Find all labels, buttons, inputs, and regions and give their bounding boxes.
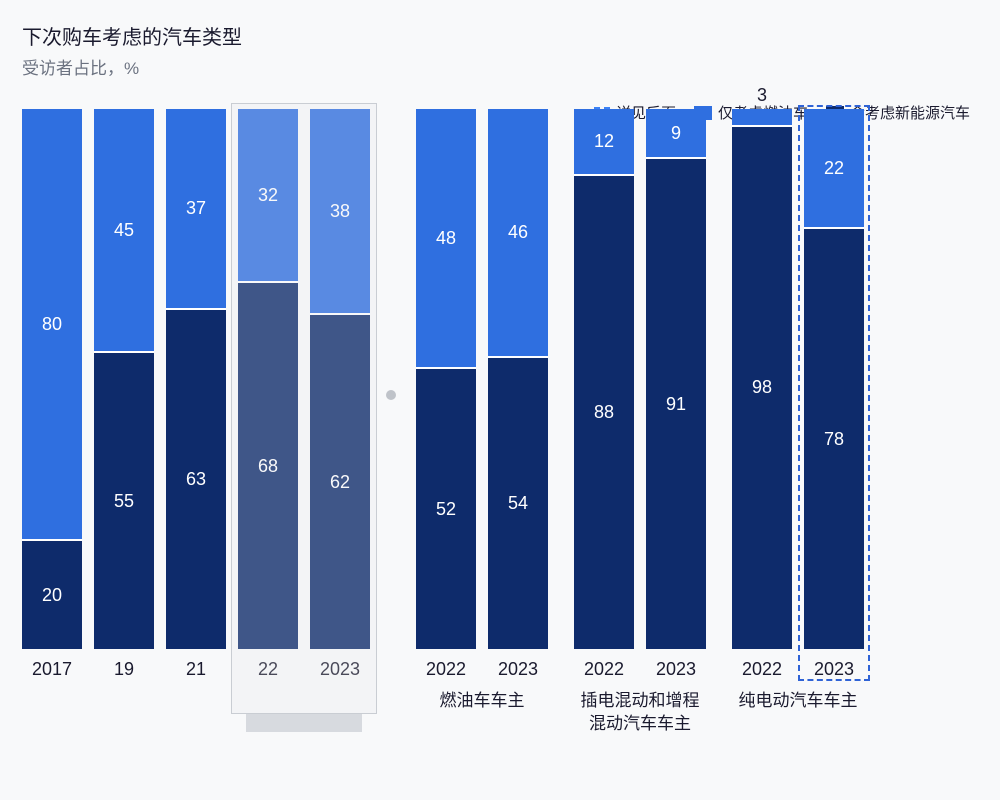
x-axis-label: 2022 (426, 659, 466, 680)
chart-subtitle: 受访者占比，% (22, 54, 242, 79)
stacked-bar: 4852 (416, 109, 476, 649)
chart-title: 下次购车考虑的汽车类型 (22, 24, 242, 52)
stacked-bar: 4654 (488, 109, 548, 649)
x-axis-label: 19 (114, 659, 134, 680)
bar-group: 128820229912023插电混动和增程混动汽车车主 (574, 140, 706, 762)
bar-column: 991 2023 (646, 109, 706, 680)
bars-row: 8020201745551937632132682238622023 (22, 140, 370, 680)
bars-row: 4852202246542023 (416, 140, 548, 680)
x-axis-label: 2023 (320, 659, 360, 680)
bar-column: 4654 2023 (488, 109, 548, 680)
bar-column: 2278 2023 (804, 109, 864, 680)
bar-segment-light: 48 (416, 109, 476, 367)
bar-segment-dark: 68 (238, 283, 298, 649)
bar-segment-light: 9 (646, 109, 706, 157)
bar-value-label: 3 (732, 85, 792, 106)
x-axis-label: 2023 (814, 659, 854, 680)
bar-segment-dark: 91 (646, 159, 706, 649)
bars-row: 398202222782023 (732, 140, 864, 680)
x-axis-label: 22 (258, 659, 278, 680)
highlight-tail (246, 714, 362, 732)
stacked-bar: 4555 (94, 109, 154, 649)
stacked-bar: 3862 (310, 109, 370, 649)
legend-label: 会考虑新能源汽车 (850, 102, 970, 123)
stacked-bar: 991 (646, 109, 706, 649)
bars-row: 128820229912023 (574, 140, 706, 680)
bar-column: 4555 19 (94, 109, 154, 680)
bar-group: 8020201745551937632132682238622023 (22, 140, 370, 762)
bar-segment-light: 3 (732, 109, 792, 125)
bar-column: 8020 2017 (22, 109, 82, 680)
bar-segment-dark: 52 (416, 369, 476, 649)
stacked-bar: 8020 (22, 109, 82, 649)
x-axis-label: 2022 (584, 659, 624, 680)
stacked-bar: 398 (732, 109, 792, 649)
bar-segment-dark: 98 (732, 127, 792, 649)
bar-segment-dark: 78 (804, 229, 864, 649)
bar-segment-dark: 63 (166, 310, 226, 649)
bar-segment-light: 80 (22, 109, 82, 539)
bar-column: 3268 22 (238, 109, 298, 680)
bar-segment-light: 38 (310, 109, 370, 313)
group-label: 燃油车车主 (440, 690, 525, 713)
stacked-bar: 2278 (804, 109, 864, 649)
stacked-bar: 3268 (238, 109, 298, 649)
bar-segment-light: 12 (574, 109, 634, 174)
stacked-bar: 3763 (166, 109, 226, 649)
bar-segment-light: 45 (94, 109, 154, 351)
x-axis-label: 21 (186, 659, 206, 680)
bar-segment-dark: 55 (94, 353, 154, 649)
bar-segment-light: 22 (804, 109, 864, 227)
bar-segment-dark: 88 (574, 176, 634, 649)
chart-header: 下次购车考虑的汽车类型 受访者占比，% (22, 24, 242, 79)
bar-segment-light: 32 (238, 109, 298, 281)
group-label: 插电混动和增程混动汽车车主 (581, 690, 700, 736)
bar-column: 3982022 (732, 109, 792, 680)
bar-segment-dark: 20 (22, 541, 82, 649)
bar-segment-dark: 54 (488, 358, 548, 649)
bar-column: 3763 21 (166, 109, 226, 680)
x-axis-label: 2022 (742, 659, 782, 680)
bar-column: 3862 2023 (310, 109, 370, 680)
bar-column: 4852 2022 (416, 109, 476, 680)
bar-segment-light: 46 (488, 109, 548, 356)
x-axis-label: 2023 (656, 659, 696, 680)
bar-segment-light: 37 (166, 109, 226, 308)
x-axis-label: 2017 (32, 659, 72, 680)
connector-dot-icon (386, 390, 396, 400)
bar-group: 4852202246542023燃油车车主 (416, 140, 548, 762)
bar-segment-dark: 62 (310, 315, 370, 649)
group-label: 纯电动汽车车主 (739, 690, 858, 713)
stacked-bar: 1288 (574, 109, 634, 649)
chart-area: 8020201745551937632132682238622023485220… (22, 140, 970, 762)
x-axis-label: 2023 (498, 659, 538, 680)
bar-column: 1288 2022 (574, 109, 634, 680)
bar-group: 398202222782023纯电动汽车车主 (732, 140, 864, 762)
